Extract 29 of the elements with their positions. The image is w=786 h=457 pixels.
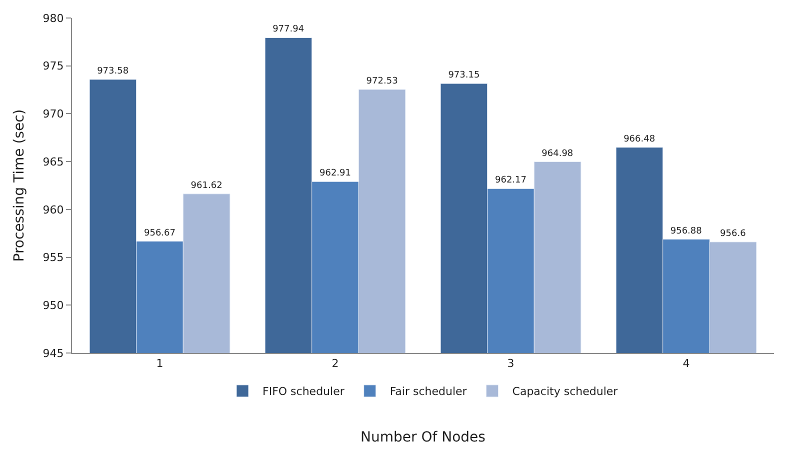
x-tick-label: 3 bbox=[507, 357, 514, 370]
data-label: 961.62 bbox=[190, 180, 222, 191]
y-tick-label: 960 bbox=[42, 203, 64, 216]
legend-label: Capacity scheduler bbox=[512, 385, 618, 398]
data-label: 962.91 bbox=[320, 168, 351, 179]
legend-label: FIFO scheduler bbox=[262, 385, 345, 398]
x-axis-title: Number Of Nodes bbox=[360, 430, 486, 446]
data-label: 972.53 bbox=[366, 76, 398, 86]
data-label: 964.98 bbox=[542, 148, 574, 159]
x-tick-label: 2 bbox=[332, 357, 339, 370]
y-tick-label: 950 bbox=[42, 298, 64, 312]
data-label: 966.48 bbox=[624, 134, 656, 144]
y-tick-label: 970 bbox=[42, 108, 64, 121]
y-tick-label: 975 bbox=[42, 60, 64, 73]
x-tick-label: 1 bbox=[156, 357, 164, 370]
legend-label: Fair scheduler bbox=[390, 385, 468, 398]
data-label: 956.88 bbox=[670, 226, 702, 236]
y-tick-label: 945 bbox=[42, 346, 64, 360]
data-label: 956.67 bbox=[144, 228, 176, 238]
data-label: 973.58 bbox=[97, 66, 129, 76]
y-axis-title: Processing Time (sec) bbox=[11, 109, 28, 262]
data-label: 956.6 bbox=[720, 228, 746, 239]
y-tick-label: 980 bbox=[42, 12, 64, 25]
y-tick-label: 965 bbox=[42, 155, 64, 168]
data-label: 977.94 bbox=[272, 24, 304, 35]
y-tick-label: 955 bbox=[42, 251, 64, 264]
data-label: 973.15 bbox=[448, 70, 480, 81]
x-tick-label: 4 bbox=[682, 357, 690, 370]
data-label: 962.17 bbox=[495, 176, 526, 186]
